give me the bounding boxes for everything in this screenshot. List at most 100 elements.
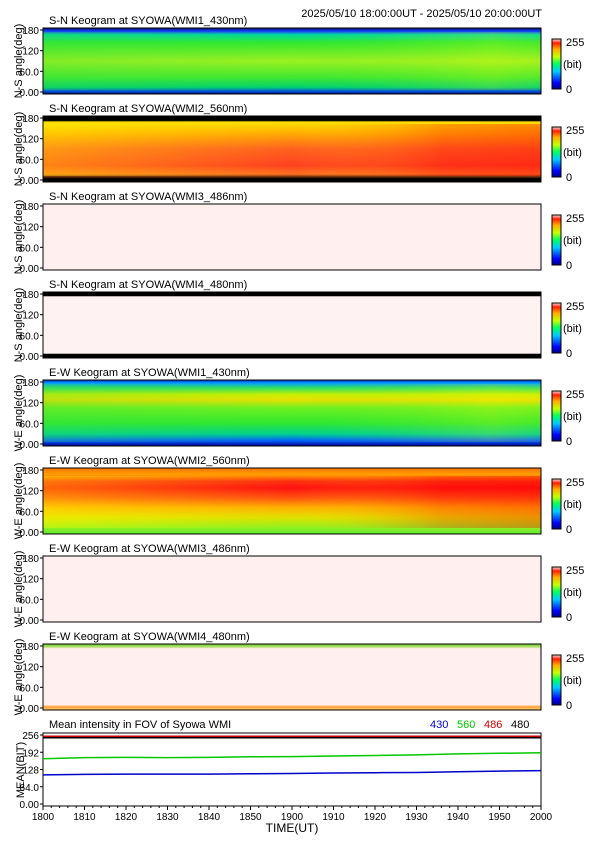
colorbar: 255 (bit) 0 xyxy=(551,125,584,184)
keogram-image xyxy=(43,204,541,270)
keogram-texture xyxy=(43,384,541,442)
keogram-image xyxy=(43,644,541,710)
colorbar: 255 (bit) 0 xyxy=(551,213,584,272)
x-tick-label: 1830 xyxy=(156,812,179,823)
keogram-panel-3: S-N Keogram at SYOWA(WMI3_486nm) 180 120 60… xyxy=(13,191,584,275)
colorbar-min-label: 0 xyxy=(566,612,572,624)
legend-entry-480: 480 xyxy=(511,719,529,731)
colorbar-min-label: 0 xyxy=(566,700,572,712)
keogram-texture xyxy=(43,476,541,528)
x-tick-label: 1900 xyxy=(281,812,304,823)
x-tick-label: 1910 xyxy=(322,812,345,823)
colorbar-gradient xyxy=(551,566,562,618)
keogram-panel-6: E-W Keogram at SYOWA(WMI2_560nm) 180 120 60… xyxy=(13,455,584,539)
panel-y-label: W-E angle(deg) xyxy=(13,639,25,716)
y-tick-label: 120 xyxy=(22,311,39,322)
y-tick-label: 0.00 xyxy=(20,440,40,451)
y-tick-label: 120 xyxy=(22,47,39,58)
series-line-430 xyxy=(42,769,542,776)
line-chart-y-label: MEAN(BIT) xyxy=(15,742,27,798)
colorbar: 255 (bit) 0 xyxy=(551,389,584,448)
x-tick-label: 2000 xyxy=(530,812,553,823)
panel-title: S-N Keogram at SYOWA(WMI1_430nm) xyxy=(49,15,247,27)
panel-y-label: W-E angle(deg) xyxy=(13,463,25,540)
legend-entry-430: 430 xyxy=(430,719,448,731)
colorbar-min-label: 0 xyxy=(566,84,572,96)
colorbar-max-label: 255 xyxy=(566,565,584,577)
y-tick-label: 60.0 xyxy=(20,243,40,254)
panel-frame xyxy=(42,27,542,95)
colorbar-min-label: 0 xyxy=(566,260,572,272)
y-tick-label: 60.0 xyxy=(20,155,40,166)
y-tick-label: 120 xyxy=(22,575,39,586)
x-tick-label: 1820 xyxy=(115,812,138,823)
y-tick-label: 120 xyxy=(22,487,39,498)
colorbar-gradient xyxy=(551,654,562,706)
y-tick-label: 0.00 xyxy=(20,352,40,363)
colorbar-gradient xyxy=(551,390,562,442)
panel-frame xyxy=(42,467,542,535)
keogram-panel-8: E-W Keogram at SYOWA(WMI4_480nm) 180 120 60… xyxy=(13,631,584,715)
colorbar-max-label: 255 xyxy=(566,477,584,489)
keogram-panel-2: S-N Keogram at SYOWA(WMI2_560nm) 180 120 60… xyxy=(13,103,584,187)
keogram-panel-4: S-N Keogram at SYOWA(WMI4_480nm) 180 120 60… xyxy=(13,279,584,363)
line-y-tick-label: 0.00 xyxy=(20,800,40,811)
colorbar-gradient xyxy=(551,38,562,90)
panel-y-label: N-S angle(deg) xyxy=(13,112,25,187)
y-tick-label: 0.00 xyxy=(20,264,40,275)
colorbar-max-label: 255 xyxy=(566,125,584,137)
y-tick-label: 180 xyxy=(22,378,39,389)
y-tick-label: 180 xyxy=(22,290,39,301)
panel-title: E-W Keogram at SYOWA(WMI2_560nm) xyxy=(49,455,250,467)
x-tick-label: 1950 xyxy=(488,812,511,823)
line-chart-frame xyxy=(42,732,542,807)
panel-title: S-N Keogram at SYOWA(WMI4_480nm) xyxy=(49,279,247,291)
y-tick-label: 180 xyxy=(22,554,39,565)
time-range-header: 2025/05/10 18:00:00UT - 2025/05/10 20:00… xyxy=(301,8,542,20)
y-tick-label: 120 xyxy=(22,663,39,674)
y-tick-label: 60.0 xyxy=(20,507,40,518)
y-tick-label: 0.00 xyxy=(20,88,40,99)
colorbar: 255 (bit) 0 xyxy=(551,477,584,536)
panel-frame xyxy=(42,379,542,447)
line-chart-x-label: TIME(UT) xyxy=(266,821,319,835)
y-tick-label: 180 xyxy=(22,466,39,477)
y-tick-label: 180 xyxy=(22,642,39,653)
x-tick-label: 1800 xyxy=(32,812,55,823)
mean-intensity-chart: Mean intensity in FOV of Syowa WMI 430 56… xyxy=(15,719,553,835)
line-y-tick-label: 192 xyxy=(22,748,39,759)
colorbar-max-label: 255 xyxy=(566,37,584,49)
colorbar-unit-label: (bit) xyxy=(563,675,582,687)
colorbar-max-label: 255 xyxy=(566,301,584,313)
colorbar-unit-label: (bit) xyxy=(563,323,582,335)
panel-y-label: N-S angle(deg) xyxy=(13,288,25,363)
colorbar-gradient xyxy=(551,214,562,266)
panel-y-label: W-E angle(deg) xyxy=(13,375,25,452)
keogram-panel-7: E-W Keogram at SYOWA(WMI3_486nm) 180 120 60… xyxy=(13,543,584,627)
x-tick-label: 1920 xyxy=(364,812,387,823)
colorbar-gradient xyxy=(551,478,562,530)
colorbar: 255 (bit) 0 xyxy=(551,37,584,96)
panel-frame xyxy=(42,291,542,359)
panel-title: S-N Keogram at SYOWA(WMI2_560nm) xyxy=(49,103,247,115)
panel-title: S-N Keogram at SYOWA(WMI3_486nm) xyxy=(49,191,247,203)
y-tick-label: 60.0 xyxy=(20,683,40,694)
panel-frame xyxy=(42,555,542,623)
colorbar-max-label: 255 xyxy=(566,213,584,225)
colorbar-min-label: 0 xyxy=(566,348,572,360)
y-tick-label: 120 xyxy=(22,399,39,410)
y-tick-label: 60.0 xyxy=(20,595,40,606)
colorbar-max-label: 255 xyxy=(566,653,584,665)
colorbar-gradient xyxy=(551,126,562,178)
line-y-tick-label: 64.0 xyxy=(20,783,40,794)
x-tick-label: 1840 xyxy=(198,812,221,823)
colorbar-unit-label: (bit) xyxy=(563,587,582,599)
colorbar-gradient xyxy=(551,302,562,354)
y-tick-label: 0.00 xyxy=(20,616,40,627)
panel-frame xyxy=(42,643,542,711)
y-tick-label: 180 xyxy=(22,202,39,213)
colorbar-unit-label: (bit) xyxy=(563,235,582,247)
colorbar-min-label: 0 xyxy=(566,436,572,448)
y-tick-label: 180 xyxy=(22,114,39,125)
